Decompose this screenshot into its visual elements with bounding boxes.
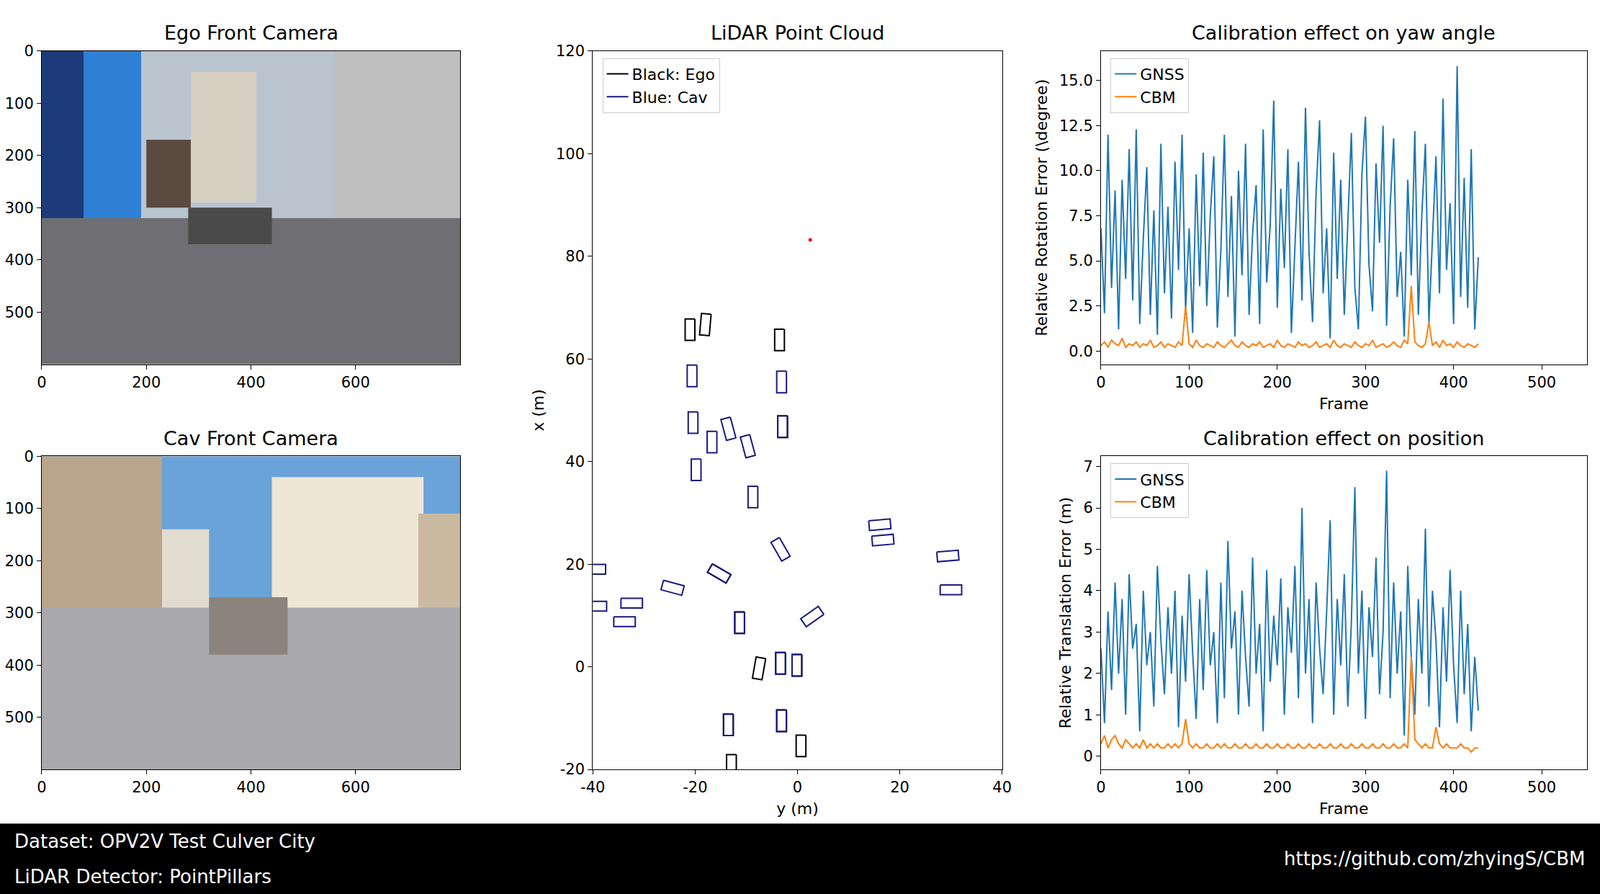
svg-text:5: 5 — [1082, 540, 1093, 559]
svg-text:300: 300 — [5, 604, 34, 622]
svg-text:Relative Rotation Error (\degr: Relative Rotation Error (\degree) — [1032, 79, 1051, 337]
svg-text:80: 80 — [565, 247, 585, 265]
svg-text:-20: -20 — [560, 760, 585, 778]
svg-text:Frame: Frame — [1319, 799, 1369, 818]
svg-text:200: 200 — [5, 552, 34, 570]
svg-text:0: 0 — [36, 373, 47, 391]
svg-text:Black: Ego: Black: Ego — [632, 65, 716, 84]
svg-text:20: 20 — [565, 555, 585, 574]
svg-text:400: 400 — [236, 373, 265, 391]
svg-text:0: 0 — [1095, 373, 1106, 391]
svg-text:500: 500 — [5, 303, 34, 322]
svg-text:Dataset: OPV2V Test Culver Cit: Dataset: OPV2V Test Culver City — [14, 830, 316, 852]
svg-text:200: 200 — [1263, 373, 1292, 391]
svg-text:0: 0 — [1095, 778, 1106, 796]
svg-text:400: 400 — [1439, 778, 1469, 796]
svg-text:Frame: Frame — [1319, 394, 1369, 413]
svg-text:100: 100 — [555, 145, 585, 163]
svg-text:1: 1 — [1082, 706, 1093, 724]
svg-text:0: 0 — [23, 447, 34, 466]
svg-text:500: 500 — [5, 708, 34, 726]
svg-text:https://github.com/zhyingS/CBM: https://github.com/zhyingS/CBM — [1283, 847, 1586, 870]
svg-text:0: 0 — [792, 778, 803, 796]
svg-text:500: 500 — [1527, 778, 1557, 796]
svg-text:2.5: 2.5 — [1068, 297, 1093, 315]
svg-text:120: 120 — [555, 42, 585, 60]
svg-text:300: 300 — [1350, 373, 1380, 391]
svg-text:200: 200 — [1263, 778, 1292, 796]
svg-text:100: 100 — [1174, 778, 1204, 796]
svg-text:5.0: 5.0 — [1068, 252, 1093, 270]
svg-text:200: 200 — [131, 778, 161, 796]
svg-text:4: 4 — [1082, 581, 1093, 600]
svg-text:12.5: 12.5 — [1059, 117, 1094, 135]
svg-text:300: 300 — [1350, 778, 1380, 796]
svg-text:-40: -40 — [580, 778, 605, 796]
svg-text:-20: -20 — [682, 778, 708, 796]
svg-text:600: 600 — [341, 778, 371, 796]
svg-text:Cav Front Camera: Cav Front Camera — [163, 427, 339, 450]
svg-text:6: 6 — [1082, 499, 1093, 517]
svg-text:300: 300 — [5, 199, 34, 217]
svg-text:0.0: 0.0 — [1068, 342, 1093, 361]
svg-text:40: 40 — [565, 452, 585, 471]
svg-text:CBM: CBM — [1139, 88, 1176, 107]
svg-text:0: 0 — [36, 778, 47, 796]
svg-text:100: 100 — [5, 499, 34, 518]
svg-text:Blue: Cav: Blue: Cav — [632, 88, 708, 107]
svg-text:400: 400 — [5, 251, 34, 269]
svg-text:20: 20 — [890, 778, 910, 796]
svg-text:400: 400 — [236, 778, 265, 796]
svg-text:0: 0 — [23, 42, 34, 60]
svg-text:CBM: CBM — [1139, 493, 1176, 512]
svg-text:0: 0 — [1082, 747, 1093, 765]
svg-text:0: 0 — [575, 658, 585, 676]
svg-text:x (m): x (m) — [529, 388, 548, 432]
svg-text:LiDAR Detector: PointPillars: LiDAR Detector: PointPillars — [14, 865, 272, 888]
svg-text:40: 40 — [992, 778, 1012, 796]
svg-text:400: 400 — [5, 656, 34, 674]
svg-text:Calibration effect on position: Calibration effect on position — [1203, 427, 1485, 450]
svg-text:7: 7 — [1082, 457, 1093, 476]
svg-text:15.0: 15.0 — [1059, 72, 1094, 90]
svg-text:600: 600 — [341, 373, 371, 391]
svg-text:LiDAR Point Cloud: LiDAR Point Cloud — [710, 21, 885, 44]
svg-text:200: 200 — [131, 373, 161, 391]
svg-text:GNSS: GNSS — [1139, 65, 1184, 84]
svg-text:60: 60 — [565, 350, 585, 368]
svg-text:2: 2 — [1082, 664, 1093, 682]
svg-text:3: 3 — [1082, 623, 1093, 641]
svg-text:100: 100 — [1174, 373, 1204, 391]
svg-text:Calibration effect on yaw angl: Calibration effect on yaw angle — [1191, 21, 1496, 44]
svg-text:y (m): y (m) — [776, 799, 819, 818]
svg-text:7.5: 7.5 — [1068, 207, 1093, 225]
svg-text:GNSS: GNSS — [1139, 470, 1184, 489]
svg-text:10.0: 10.0 — [1059, 162, 1094, 180]
svg-text:400: 400 — [1439, 373, 1469, 391]
svg-text:Relative Translation Error (m): Relative Translation Error (m) — [1056, 496, 1075, 729]
svg-text:200: 200 — [5, 146, 34, 165]
svg-text:Ego Front Camera: Ego Front Camera — [164, 21, 339, 44]
svg-text:500: 500 — [1527, 373, 1557, 391]
svg-text:100: 100 — [5, 95, 34, 113]
